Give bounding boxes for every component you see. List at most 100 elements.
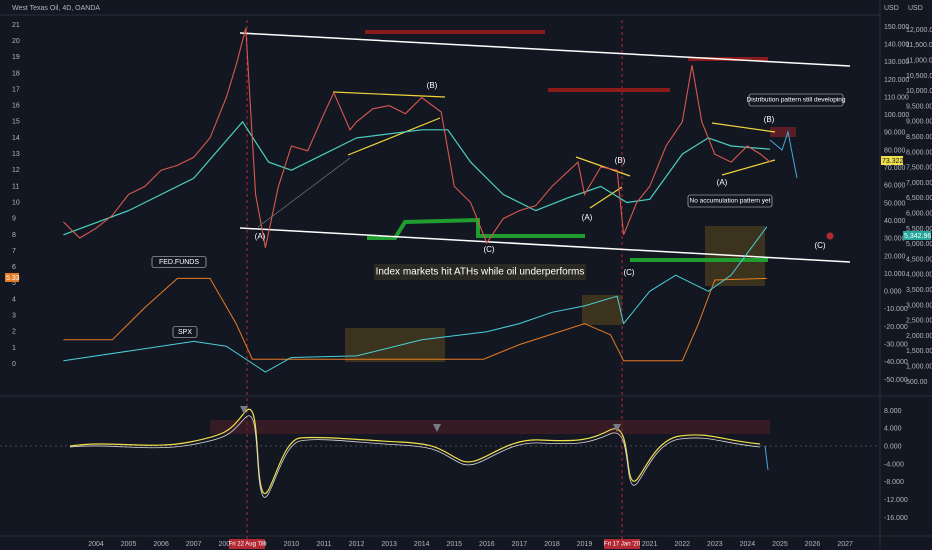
right-tick-label: -10.000: [884, 306, 908, 313]
left-tick-label: 13: [12, 151, 20, 158]
right-tick-label: 12,000.00: [906, 27, 932, 34]
wave-label: (B): [427, 81, 438, 90]
date-marker: Fri 22 Aug '08: [229, 542, 266, 548]
callout-text: SPX: [178, 329, 192, 336]
price-badge-bg: [903, 231, 931, 240]
time-tick-label: 2026: [805, 541, 821, 548]
callout-box: [172, 326, 198, 338]
lower-tick-label: -8.000: [884, 479, 904, 486]
right-tick-label: 10,000.00: [906, 88, 932, 95]
right-tick-label: 1,500.00: [906, 348, 932, 355]
supply-zone: [365, 30, 545, 34]
time-tick-label: 2021: [642, 541, 658, 548]
wave-label: (A): [582, 213, 593, 222]
price-badge: 5,342.96: [904, 233, 931, 240]
left-tick-label: 15: [12, 119, 20, 126]
time-tick-label: 2023: [707, 541, 723, 548]
wave-label: (C): [814, 241, 825, 250]
lower-tick-label: -4.000: [884, 461, 904, 468]
callout-box: [687, 194, 773, 208]
right-tick-label: 140.000: [884, 41, 909, 48]
left-tick-label: 19: [12, 54, 20, 61]
left-tick-label: 0: [12, 361, 16, 368]
lower-tick-label: 4.000: [884, 426, 902, 433]
callout-text: No accumulation pattern yet: [690, 198, 771, 205]
right-tick-label: 50.000: [884, 200, 906, 207]
wave-label: (B): [615, 156, 626, 165]
right-tick-label: 90.000: [884, 130, 906, 137]
time-tick-label: 2008: [218, 541, 234, 548]
spx-line: [63, 226, 768, 373]
projection: [769, 130, 798, 179]
supply-zone: [770, 127, 796, 137]
time-tick-label: 2015: [446, 541, 462, 548]
oil-line: [63, 27, 771, 248]
wave-label: (C): [623, 268, 634, 277]
left-tick-label: 20: [12, 38, 20, 45]
right-tick-label: 7,000.00: [906, 180, 932, 187]
time-tick-label: 2024: [740, 541, 756, 548]
time-tick-label: 2004: [88, 541, 104, 548]
right-tick-label: 20.000: [884, 253, 906, 260]
pattern-line: [332, 91, 446, 98]
right-tick-label: 5,000.00: [906, 241, 932, 248]
right-tick-label: 40.000: [884, 218, 906, 225]
left-tick-label: 7: [12, 248, 16, 255]
right-tick-label: 6,000.00: [906, 210, 932, 217]
right-tick-label: 11,500.00: [906, 42, 932, 49]
trendline: [257, 157, 351, 228]
right-tick-label: 6,500.00: [906, 195, 932, 202]
right-tick-label: 1,000.00: [906, 364, 932, 371]
time-tick-label: 2027: [837, 541, 853, 548]
right-tick-label: 9,500.00: [906, 103, 932, 110]
time-tick-label: 2010: [284, 541, 300, 548]
right-tick-label: 10,500.00: [906, 73, 932, 80]
left-tick-label: 9: [12, 216, 16, 223]
callout-text: Index markets hit ATHs while oil underpe…: [376, 267, 585, 278]
fedfunds-line: [63, 277, 767, 362]
right-tick-label: -50.000: [884, 377, 908, 384]
time-tick-label: 2005: [121, 541, 137, 548]
highlight-box: [582, 295, 622, 325]
right-tick-label: 5,500.00: [906, 226, 932, 233]
right-tick-label: 3,500.00: [906, 287, 932, 294]
time-tick-label: 2006: [153, 541, 169, 548]
wave-label: (B): [764, 115, 775, 124]
price-badge-bg: [881, 156, 903, 165]
callout-text: Distribution pattern still developing: [747, 97, 846, 104]
right-tick-label: 130.000: [884, 59, 909, 66]
callout-text: FED.FUNDS: [159, 259, 199, 266]
oscillator-signal: [69, 415, 761, 498]
time-tick-label: 2012: [349, 541, 365, 548]
wave-label: (A): [717, 178, 728, 187]
currency: USD: [908, 5, 923, 12]
right-tick-label: -20.000: [884, 324, 908, 331]
left-tick-label: 5: [12, 280, 16, 287]
currency: USD: [884, 5, 899, 12]
time-tick-label: 2017: [512, 541, 528, 548]
right-tick-label: 110.000: [884, 94, 909, 101]
right-tick-label: -30.000: [884, 342, 908, 349]
right-tick-label: 11,000.00: [906, 57, 932, 64]
left-tick-label: 3: [12, 313, 16, 320]
callout-box: [748, 93, 844, 107]
dynamic-layer: 21201918171615141312111098765432105.3315…: [5, 22, 932, 549]
right-tick-label: 60.000: [884, 183, 906, 190]
osc-projection: [764, 445, 769, 471]
time-tick-label: 2018: [544, 541, 560, 548]
pattern-line: [721, 159, 776, 176]
time-tick-label: 2007: [186, 541, 202, 548]
lower-tick-label: 8.000: [884, 408, 902, 415]
right-tick-label: 8,000.00: [906, 149, 932, 156]
pattern-line: [575, 156, 631, 177]
right-tick-label: 2,500.00: [906, 318, 932, 325]
left-tick-label: 17: [12, 86, 20, 93]
time-tick-label: 2011: [316, 541, 331, 548]
right-tick-label: 7,500.00: [906, 165, 932, 172]
symbol: West Texas Oil, 4D, OANDA: [12, 5, 100, 12]
osc-zone: [210, 420, 770, 434]
left-tick-label: 14: [12, 135, 20, 142]
left-tick-label: 10: [12, 199, 20, 206]
